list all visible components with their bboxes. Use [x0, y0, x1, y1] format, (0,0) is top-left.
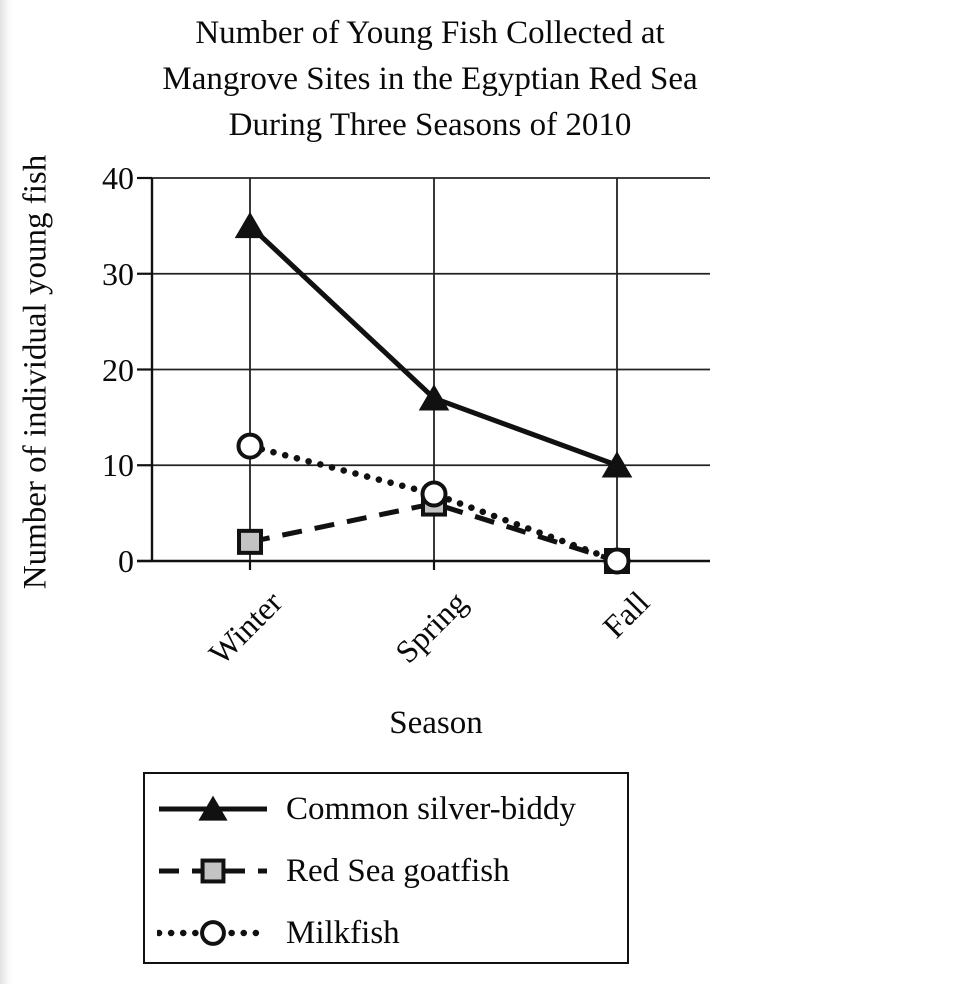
legend-label: Common silver-biddy — [286, 790, 576, 827]
legend-marker-glyph — [200, 920, 226, 946]
chart-title-line-2: Mangrove Sites in the Egyptian Red Sea — [162, 61, 698, 97]
legend-item-red-sea-goatfish: Red Sea goatfish — [145, 840, 627, 902]
legend: Common silver-biddy Red Sea goatfish Milkf… — [143, 772, 629, 964]
legend-marker-circle-icon — [157, 920, 269, 946]
legend-marker-glyph — [200, 858, 226, 884]
legend-item-milkfish: Milkfish — [145, 902, 627, 964]
legend-marker-glyph — [198, 795, 228, 821]
chart-title-line-3: During Three Seasons of 2010 — [228, 107, 632, 143]
marker-circle-milkfish — [603, 547, 631, 575]
marker-triangle-common-silver-biddy — [234, 211, 266, 239]
chart-title-line-1: Number of Young Fish Collected at — [195, 15, 665, 51]
marker-square-red-sea-goatfish — [237, 528, 263, 555]
y-tick-label: 10 — [102, 447, 134, 484]
chart-title: Number of Young Fish Collected at Mangro… — [0, 10, 860, 148]
marker-triangle-common-silver-biddy — [418, 384, 450, 411]
y-tick-label: 30 — [102, 255, 134, 292]
marker-triangle-common-silver-biddy — [601, 451, 633, 478]
y-tick-label: 0 — [118, 543, 134, 579]
marker-circle-milkfish — [236, 432, 264, 460]
legend-item-common-silver-biddy: Common silver-biddy — [145, 778, 627, 840]
y-tick-label: 20 — [102, 351, 134, 388]
marker-circle-milkfish — [420, 480, 448, 508]
legend-label: Milkfish — [286, 914, 400, 951]
legend-marker-square-icon — [159, 858, 267, 884]
legend-marker-triangle-icon — [159, 795, 267, 821]
legend-label: Red Sea goatfish — [286, 852, 510, 889]
page-edge-shadow — [0, 0, 13, 984]
series-line-red-sea-goatfish — [249, 500, 618, 564]
series-line-milkfish — [246, 442, 621, 565]
y-tick-label: 40 — [102, 160, 134, 196]
x-axis-label: Season — [389, 705, 483, 741]
